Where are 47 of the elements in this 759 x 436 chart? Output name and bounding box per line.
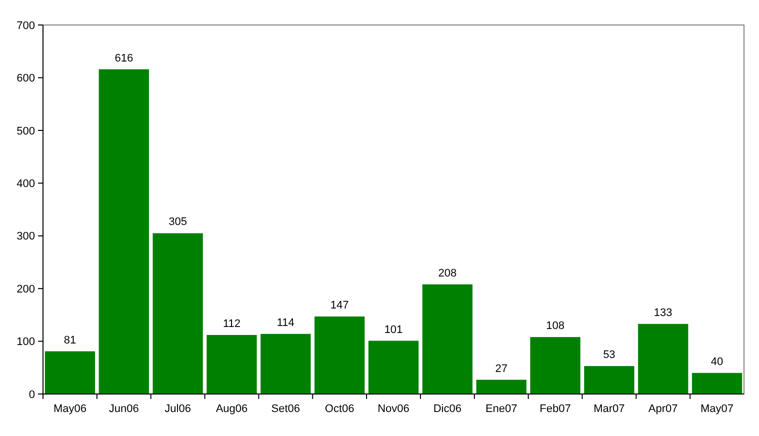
data-label: 112 bbox=[222, 318, 241, 330]
bar bbox=[152, 233, 203, 394]
x-tick-label: Mar07 bbox=[594, 403, 625, 415]
x-tick-label: May07 bbox=[700, 403, 734, 415]
x-tick-label: Ene07 bbox=[485, 403, 518, 415]
data-label: 53 bbox=[603, 349, 616, 362]
data-label: 305 bbox=[168, 216, 187, 228]
y-tick-label: 700 bbox=[16, 20, 35, 32]
bar bbox=[584, 366, 634, 394]
x-tick-label: Aug06 bbox=[216, 403, 248, 415]
data-label: 147 bbox=[330, 300, 349, 312]
data-label: 81 bbox=[64, 334, 76, 346]
bar bbox=[314, 316, 365, 394]
y-tick-label: 0 bbox=[28, 388, 35, 401]
y-tick-label: 500 bbox=[16, 125, 35, 138]
y-tick-label: 200 bbox=[16, 283, 35, 296]
data-label: 101 bbox=[384, 324, 403, 336]
bar bbox=[368, 340, 419, 394]
x-tick-label: Jul06 bbox=[164, 403, 191, 415]
bar bbox=[530, 337, 580, 394]
bar bbox=[476, 380, 526, 394]
data-label: 114 bbox=[276, 316, 294, 329]
bar bbox=[638, 324, 688, 394]
x-tick-label: Nov06 bbox=[378, 403, 410, 415]
x-tick-label: Oct06 bbox=[324, 403, 354, 415]
x-tick-label: Feb07 bbox=[540, 403, 571, 415]
bar bbox=[692, 372, 742, 394]
x-tick-label: Set06 bbox=[271, 403, 300, 415]
y-tick-label: 300 bbox=[16, 230, 35, 243]
x-tick-label: Apr07 bbox=[648, 403, 678, 415]
x-tick-label: Jun06 bbox=[108, 403, 139, 415]
data-label: 108 bbox=[546, 320, 564, 332]
y-tick-label: 100 bbox=[16, 336, 35, 348]
y-tick-label: 400 bbox=[16, 178, 35, 190]
bar bbox=[98, 69, 149, 394]
data-label: 616 bbox=[114, 52, 134, 64]
data-label: 133 bbox=[654, 306, 672, 319]
data-label: 40 bbox=[710, 356, 724, 368]
data-label: 208 bbox=[438, 267, 457, 280]
y-tick-label: 600 bbox=[16, 72, 35, 85]
data-label: 27 bbox=[495, 362, 508, 375]
x-tick-label: May06 bbox=[53, 403, 86, 415]
bar bbox=[206, 334, 257, 394]
x-tick-label: Dic06 bbox=[433, 403, 462, 415]
bar bbox=[44, 351, 96, 394]
bar bbox=[260, 334, 311, 394]
bar bbox=[422, 284, 472, 394]
